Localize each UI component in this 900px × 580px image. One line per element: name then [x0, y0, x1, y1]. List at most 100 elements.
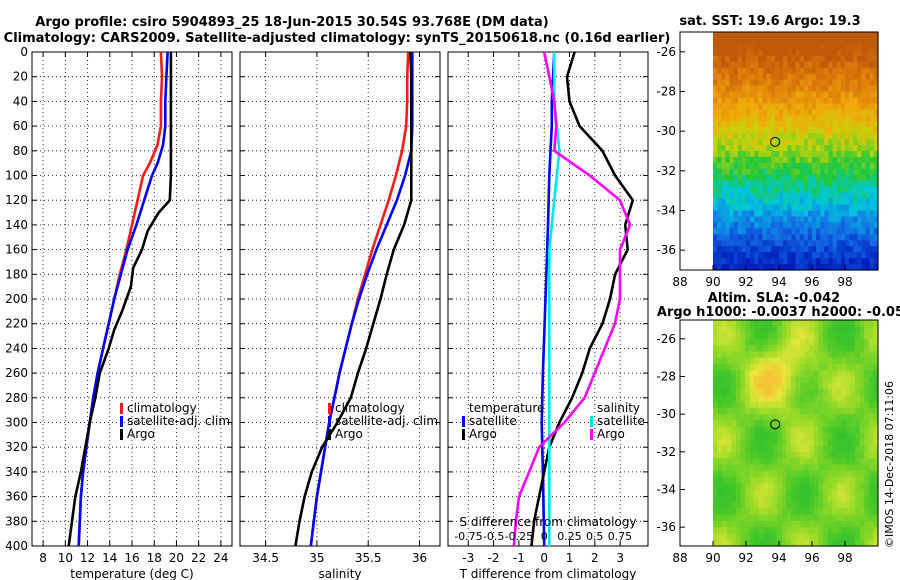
map-cell [790, 320, 797, 327]
map-cell [861, 91, 867, 98]
map-cell [754, 264, 759, 271]
map-cell [827, 514, 833, 522]
map-cell [836, 476, 842, 484]
map-cell [865, 38, 871, 45]
map-cell [823, 420, 829, 428]
map-cell [745, 407, 751, 415]
map-cell [733, 222, 739, 229]
map-cell [762, 115, 768, 122]
map-cell [836, 320, 842, 327]
map-cell [717, 357, 723, 365]
map-cell [803, 180, 809, 188]
map-cell [828, 216, 834, 223]
map-cell [859, 433, 865, 440]
map-cell [791, 228, 797, 235]
map-cell [807, 162, 813, 170]
map-cell [722, 351, 728, 359]
map-cell [766, 43, 772, 51]
map-cell [791, 240, 797, 247]
map-cell [766, 121, 772, 128]
map-cell [726, 508, 732, 516]
map-cell [754, 139, 759, 146]
map-cell [740, 520, 746, 528]
map-cell [809, 363, 815, 371]
map-cell [758, 514, 764, 522]
map-cell [813, 351, 819, 359]
legend-label: Argo [127, 427, 155, 441]
map-cell [745, 514, 751, 522]
map-cell [787, 115, 792, 122]
map-cell [779, 49, 784, 57]
map-cell [840, 133, 846, 140]
map-cell [850, 495, 856, 503]
map-cell [873, 320, 879, 327]
map-cell [855, 414, 861, 422]
map-cell [820, 67, 825, 75]
map-cell [845, 222, 850, 229]
map-cell [791, 151, 797, 158]
map-cell [758, 32, 764, 39]
map-cell [781, 395, 787, 403]
map-cell [868, 407, 874, 415]
map-cell [841, 382, 847, 390]
map-cell [731, 426, 737, 434]
map-cell [713, 61, 718, 69]
map-cell [869, 139, 875, 146]
map-cell [832, 426, 838, 434]
map-cell [804, 376, 810, 384]
y-tick-label: -32 [656, 445, 676, 459]
map-cell [763, 520, 769, 528]
map-cell [791, 73, 797, 81]
map-cell [820, 228, 825, 235]
map-cell [855, 389, 861, 396]
map-cell [845, 439, 852, 447]
map-cell [786, 458, 792, 465]
map-cell [774, 180, 780, 188]
map-cell [726, 332, 732, 340]
map-cell [855, 326, 861, 334]
map-cell [729, 168, 735, 176]
map-cell [845, 370, 852, 378]
map-cell [809, 483, 815, 491]
map-cell [750, 252, 755, 259]
map-cell [745, 357, 751, 365]
map-cell [758, 370, 764, 378]
map-cell [772, 376, 778, 384]
map-cell [733, 216, 739, 223]
map-cell [807, 103, 813, 110]
map-cell [813, 483, 819, 491]
map-cell [746, 85, 751, 93]
map-cell [745, 495, 751, 503]
map-cell [754, 222, 759, 229]
map-cell [787, 234, 792, 241]
map-cell [722, 395, 728, 403]
map-cell [783, 61, 788, 69]
map-cell [799, 145, 805, 152]
map-cell [733, 264, 739, 271]
map-cell [807, 145, 813, 152]
map-cell [859, 420, 865, 428]
map-cell [726, 502, 732, 509]
map-cell [726, 376, 732, 384]
map-cell [725, 133, 731, 140]
y-tick-label: 300 [5, 416, 28, 430]
map-cell [741, 121, 747, 128]
map-cell [853, 109, 858, 116]
map-cell [799, 228, 805, 235]
map-cell [853, 55, 858, 63]
x-tick-label: 88 [672, 275, 687, 289]
map-cell [721, 32, 726, 39]
map-cell [865, 91, 871, 98]
map-cell [772, 370, 778, 378]
map-cell [804, 470, 810, 478]
map-cell [735, 357, 742, 365]
map-cell [869, 38, 875, 45]
map-cell [849, 222, 854, 229]
map-cell [713, 151, 718, 158]
map-cell [763, 420, 769, 428]
map-cell [758, 162, 764, 170]
map-cell [725, 115, 731, 122]
map-cell [741, 168, 747, 176]
map-cell [853, 210, 858, 217]
map-cell [845, 495, 852, 503]
